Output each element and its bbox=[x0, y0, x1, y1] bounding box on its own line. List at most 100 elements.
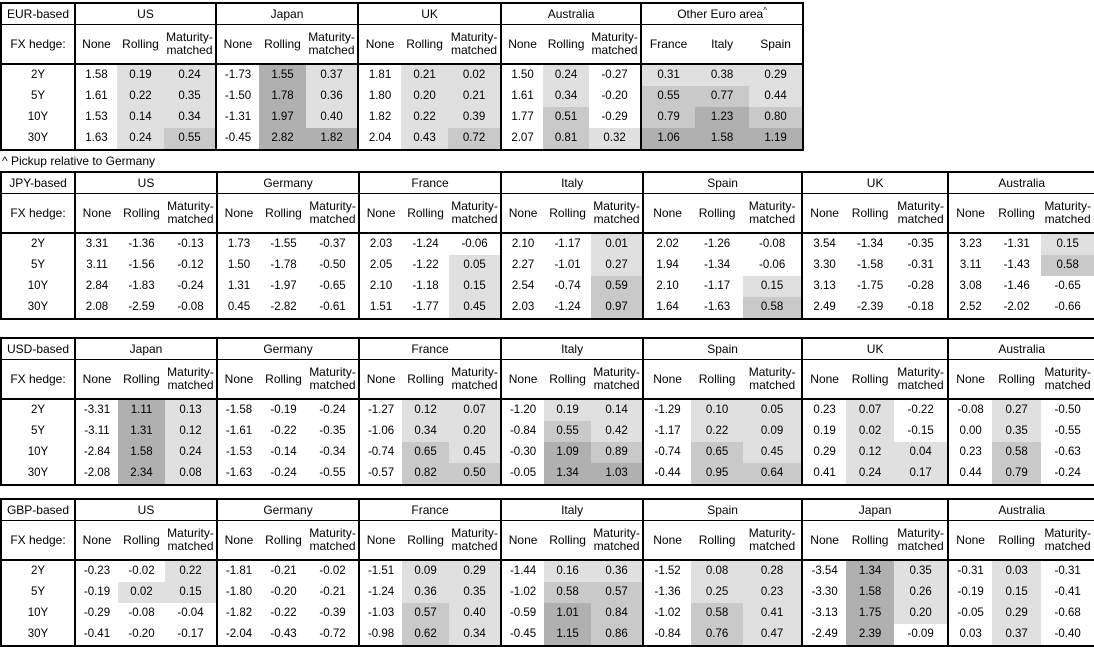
data-row: 5Y 1.61 0.22 0.35 -1.50 1.78 0.36 1.80 0.20 0.21 1… bbox=[1, 86, 804, 107]
value-cell: 0.08 bbox=[165, 463, 218, 485]
value-cell: 0.82 bbox=[402, 463, 450, 485]
value-cell: -0.35 bbox=[907, 238, 934, 250]
value-cell: 0.34 bbox=[402, 421, 450, 442]
hedge-col-header: Rolling bbox=[543, 24, 590, 65]
value-cell: -0.17 bbox=[177, 628, 204, 640]
jpy-based-table: JPY-based US Germany France Italy Spain UK Aust… bbox=[0, 171, 1094, 320]
value-cell: -0.98 bbox=[358, 624, 403, 646]
value-cell: 0.29 bbox=[801, 442, 847, 463]
value-cell: 0.35 bbox=[894, 560, 949, 582]
value-cell: 0.84 bbox=[591, 603, 644, 624]
value-cell: 0.15 bbox=[1041, 233, 1094, 255]
value-cell: -0.23 bbox=[74, 560, 118, 582]
value-cell: 3.31 bbox=[74, 233, 118, 255]
value-cell: 0.34 bbox=[543, 86, 590, 107]
value-cell: -0.43 bbox=[270, 628, 297, 640]
value-cell: -1.80 bbox=[216, 582, 261, 603]
value-cell: 0.31 bbox=[640, 64, 696, 86]
value-cell: -0.22 bbox=[270, 607, 297, 619]
hedge-col-header: None bbox=[500, 193, 545, 234]
hedge-col-header: Maturity-matched bbox=[894, 520, 949, 561]
value-cell: 1.11 bbox=[118, 399, 165, 421]
hedge-col-header: Rolling bbox=[992, 520, 1042, 561]
value-cell: 0.97 bbox=[591, 297, 644, 319]
value-cell: 0.09 bbox=[402, 560, 450, 582]
hedge-col-header: Rolling bbox=[846, 520, 895, 561]
hedge-col-header: Maturity-matched bbox=[449, 193, 502, 234]
value-cell: -2.84 bbox=[74, 442, 118, 463]
value-cell: 2.05 bbox=[358, 255, 403, 276]
hedge-col-header: Rolling bbox=[691, 193, 744, 234]
hedge-col-header: Rolling bbox=[259, 24, 307, 65]
hedge-col-header: Rolling bbox=[544, 193, 592, 234]
table-gap bbox=[0, 486, 1094, 498]
hedge-col-header: Maturity-matched bbox=[591, 193, 644, 234]
value-cell: -0.15 bbox=[907, 425, 934, 437]
value-cell: -1.83 bbox=[128, 280, 155, 292]
value-cell: -1.58 bbox=[857, 259, 884, 271]
value-cell: 0.25 bbox=[691, 582, 744, 603]
value-cell: 0.64 bbox=[743, 463, 803, 485]
hedge-col-header: None bbox=[500, 520, 545, 561]
value-cell: 0.15 bbox=[165, 582, 218, 603]
value-cell: -0.57 bbox=[358, 463, 403, 485]
value-cell: 0.16 bbox=[544, 560, 592, 582]
value-cell: 2.52 bbox=[947, 297, 993, 319]
value-cell: -1.63 bbox=[703, 301, 731, 313]
value-cell: 0.65 bbox=[691, 442, 744, 463]
value-cell: 1.23 bbox=[695, 107, 750, 128]
value-cell: -1.27 bbox=[358, 399, 403, 421]
value-cell: 0.39 bbox=[448, 107, 502, 128]
country-header: Italy bbox=[500, 499, 644, 521]
hedge-col-header: Maturity-matched bbox=[449, 359, 502, 400]
value-cell: 0.23 bbox=[947, 442, 993, 463]
data-row: 2Y -0.23 -0.02 0.22 -1.81 -0.21 -0.02 -1.51 0.09… bbox=[1, 560, 1094, 582]
value-cell: -3.11 bbox=[74, 421, 118, 442]
value-cell: 0.28 bbox=[743, 560, 803, 582]
hedge-col-header: Maturity-matched bbox=[743, 520, 803, 561]
value-cell: 1.58 bbox=[846, 582, 895, 603]
value-cell: -1.03 bbox=[358, 603, 403, 624]
value-cell: 0.41 bbox=[743, 603, 803, 624]
value-cell: 0.35 bbox=[992, 421, 1042, 442]
value-cell: -0.45 bbox=[500, 624, 545, 646]
value-cell: 0.35 bbox=[164, 86, 217, 107]
value-cell: -1.58 bbox=[216, 399, 261, 421]
value-cell: 1.94 bbox=[642, 255, 692, 276]
value-cell: 0.27 bbox=[591, 255, 644, 276]
table-title: USD-based bbox=[1, 338, 76, 360]
hedge-col-header: Rolling bbox=[118, 359, 165, 400]
value-cell: -1.51 bbox=[358, 560, 403, 582]
pickup-col-header: Italy bbox=[695, 24, 750, 65]
value-cell: -1.26 bbox=[703, 238, 731, 250]
value-cell: -0.59 bbox=[500, 603, 545, 624]
value-cell: 0.81 bbox=[543, 128, 590, 150]
value-cell: 0.29 bbox=[992, 603, 1042, 624]
table-title: JPY-based bbox=[1, 172, 76, 194]
value-cell: 0.13 bbox=[165, 399, 218, 421]
hedge-col-header: Maturity-matched bbox=[307, 193, 360, 234]
gbp-based-table: GBP-based US Germany France Italy Spain Japan A… bbox=[0, 498, 1094, 647]
value-cell: 0.40 bbox=[306, 107, 359, 128]
value-cell: -0.84 bbox=[500, 421, 545, 442]
value-cell: 1.19 bbox=[749, 128, 804, 150]
tenor-label: 30Y bbox=[1, 463, 76, 485]
country-header: Italy bbox=[500, 338, 644, 360]
value-cell: -1.17 bbox=[554, 238, 581, 250]
value-cell: -1.36 bbox=[642, 582, 692, 603]
eur-based-table: EUR-based US Japan UK Australia Other Euro ar… bbox=[0, 2, 805, 151]
data-row: 5Y -0.19 0.02 0.15 -1.80 -0.20 -0.21 -1.24 0.36 0… bbox=[1, 582, 1094, 603]
country-header: Spain bbox=[642, 172, 803, 194]
value-cell: -0.20 bbox=[128, 628, 155, 640]
value-cell: 0.79 bbox=[640, 107, 696, 128]
value-cell: -0.22 bbox=[270, 425, 297, 437]
value-cell: 3.11 bbox=[74, 255, 118, 276]
value-cell: -1.29 bbox=[642, 399, 692, 421]
country-header: Australia bbox=[947, 172, 1094, 194]
hedge-col-header: None bbox=[74, 193, 118, 234]
value-cell: 1.31 bbox=[118, 421, 165, 442]
value-cell: 1.53 bbox=[74, 107, 117, 128]
value-cell: 0.43 bbox=[401, 128, 449, 150]
value-cell: 0.95 bbox=[691, 463, 744, 485]
